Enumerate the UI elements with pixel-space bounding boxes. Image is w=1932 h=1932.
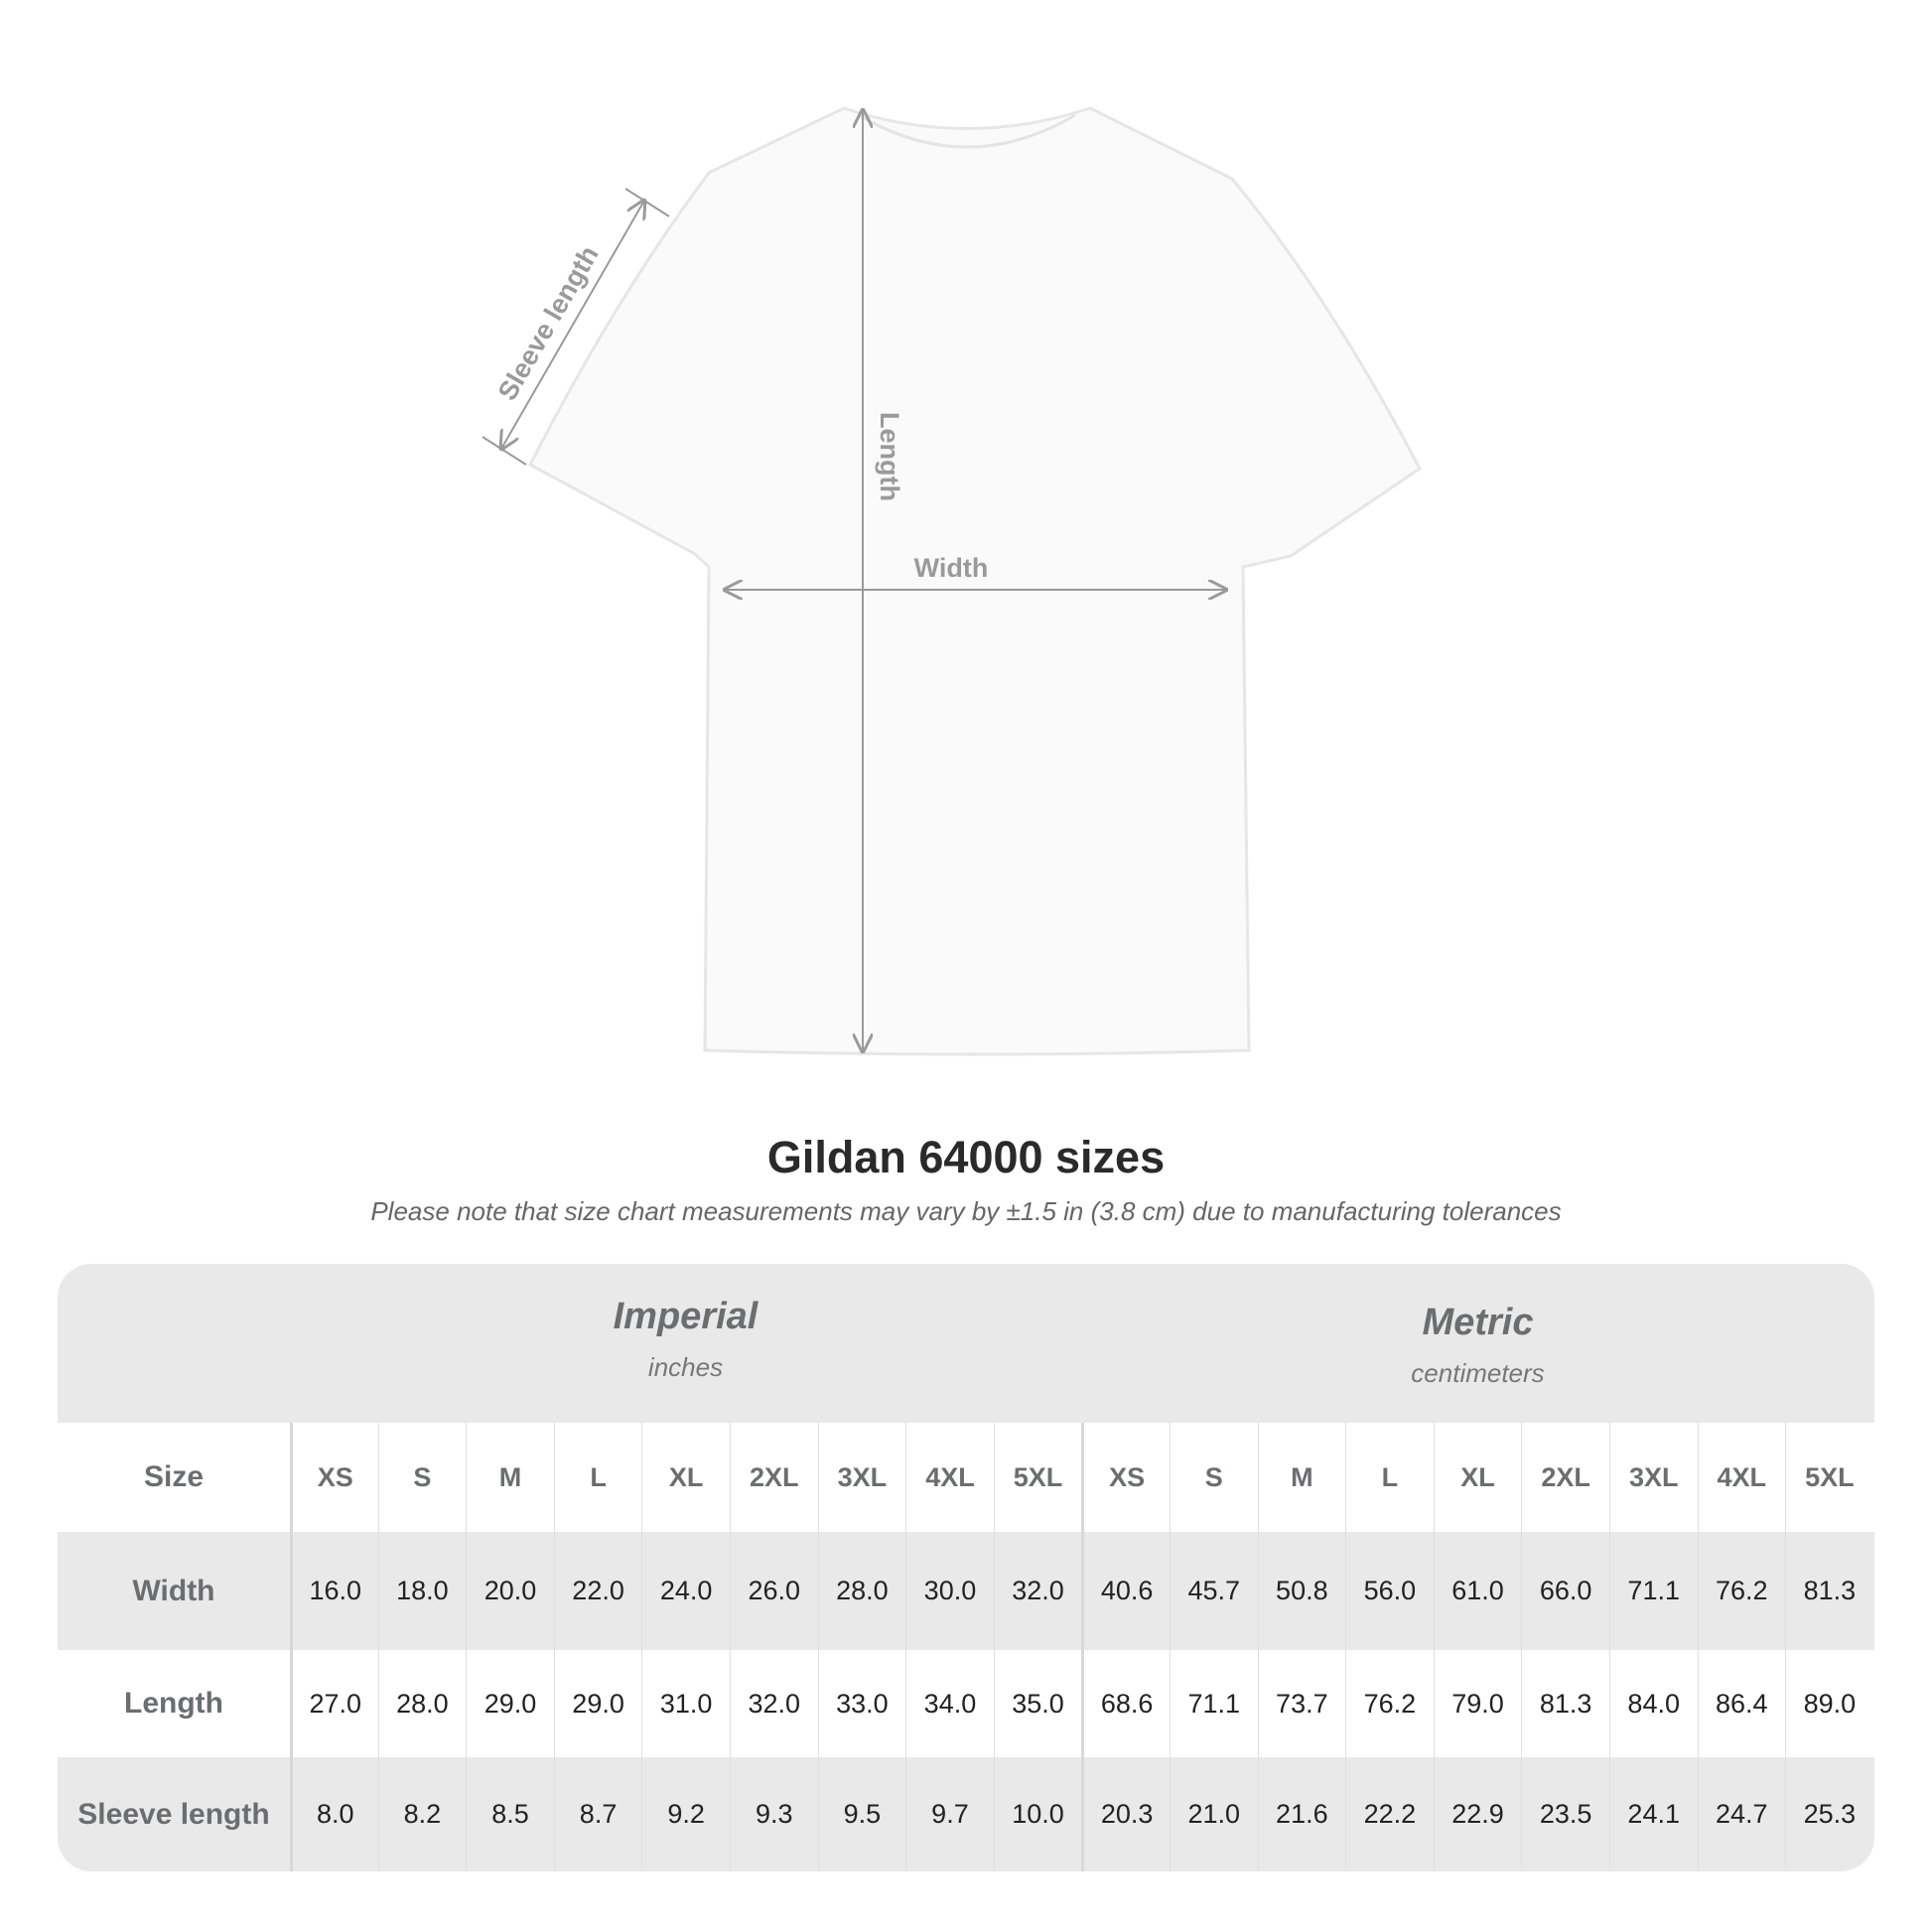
cell-metric: 21.6 (1257, 1757, 1346, 1871)
size-header-metric: 4XL (1697, 1423, 1786, 1532)
row-label: Width (132, 1574, 215, 1607)
size-header-imperial: L (553, 1423, 642, 1532)
cell-imperial: 35.0 (993, 1650, 1082, 1757)
size-header-imperial: XL (641, 1423, 730, 1532)
cell-metric: 79.0 (1433, 1650, 1522, 1757)
cell-metric: 40.6 (1081, 1532, 1170, 1650)
size-header-imperial: 3XL (817, 1423, 906, 1532)
cell-metric: 81.3 (1785, 1532, 1873, 1650)
cell-imperial: 9.3 (729, 1757, 818, 1871)
size-header-metric: XS (1081, 1423, 1170, 1532)
cell-metric: 71.1 (1608, 1532, 1698, 1650)
cell-metric: 61.0 (1433, 1532, 1522, 1650)
cell-imperial: 8.2 (377, 1757, 467, 1871)
cell-metric: 81.3 (1521, 1650, 1609, 1757)
table-row: Width 16.0 18.0 20.0 22.0 24.0 26.0 28.0 30.0 32.… (58, 1532, 1874, 1650)
cell-imperial: 30.0 (905, 1532, 994, 1650)
cell-metric: 50.8 (1257, 1532, 1346, 1650)
cell-imperial: 28.0 (377, 1650, 467, 1757)
cell-metric: 68.6 (1081, 1650, 1170, 1757)
cell-metric: 21.0 (1169, 1757, 1258, 1871)
cell-metric: 24.7 (1697, 1757, 1786, 1871)
cell-imperial: 27.0 (290, 1650, 378, 1757)
size-header-metric: 5XL (1785, 1423, 1873, 1532)
size-header-imperial: 4XL (905, 1423, 994, 1532)
table-header-band (58, 1264, 1874, 1423)
cell-metric: 76.2 (1345, 1650, 1434, 1757)
size-header-metric: 2XL (1521, 1423, 1609, 1532)
size-header-imperial: 2XL (729, 1423, 818, 1532)
cell-imperial: 32.0 (729, 1650, 818, 1757)
cell-metric: 71.1 (1169, 1650, 1258, 1757)
cell-imperial: 31.0 (641, 1650, 730, 1757)
cell-metric: 24.1 (1608, 1757, 1698, 1871)
cell-imperial: 24.0 (641, 1532, 730, 1650)
cell-metric: 23.5 (1521, 1757, 1609, 1871)
size-header-imperial: M (466, 1423, 554, 1532)
cell-imperial: 16.0 (290, 1532, 378, 1650)
cell-imperial: 9.2 (641, 1757, 730, 1871)
tshirt-diagram: Length Width Sleeve length (482, 106, 1422, 1056)
table-row: Sleeve length 8.0 8.2 8.5 8.7 9.2 9.3 9.5 9.7 10.… (58, 1757, 1874, 1871)
size-header-metric: L (1345, 1423, 1434, 1532)
size-header-metric: 3XL (1608, 1423, 1698, 1532)
cell-imperial: 22.0 (553, 1532, 642, 1650)
cell-metric: 20.3 (1081, 1757, 1170, 1871)
row-label: Size (143, 1460, 205, 1493)
sleeve-arrow (501, 201, 644, 449)
cell-metric: 84.0 (1608, 1650, 1698, 1757)
cell-metric: 22.9 (1433, 1757, 1522, 1871)
size-header-metric: S (1169, 1423, 1258, 1532)
cell-imperial: 29.0 (466, 1650, 554, 1757)
cell-imperial: 9.7 (905, 1757, 994, 1871)
cell-imperial: 8.0 (290, 1757, 378, 1871)
size-header-imperial: S (377, 1423, 467, 1532)
cell-metric: 45.7 (1169, 1532, 1258, 1650)
size-header-metric: M (1257, 1423, 1346, 1532)
size-header-imperial: XS (290, 1423, 378, 1532)
width-label: Width (914, 553, 989, 583)
table-row: Size XS S M L XL 2XL 3XL 4XL 5XL XS S M L XL 2XL 3XL 4XL 5… (58, 1423, 1874, 1532)
cell-metric: 86.4 (1697, 1650, 1786, 1757)
cell-metric: 66.0 (1521, 1532, 1609, 1650)
cell-metric: 73.7 (1257, 1650, 1346, 1757)
metric-header: Metric centimeters (1411, 1302, 1545, 1388)
cell-imperial: 8.5 (466, 1757, 554, 1871)
cell-metric: 89.0 (1785, 1650, 1873, 1757)
cell-imperial: 33.0 (817, 1650, 906, 1757)
cell-imperial: 20.0 (466, 1532, 554, 1650)
cell-imperial: 9.5 (817, 1757, 906, 1871)
row-label: Sleeve length (77, 1797, 270, 1831)
cell-imperial: 28.0 (817, 1532, 906, 1650)
cell-imperial: 10.0 (993, 1757, 1082, 1871)
size-table: Imperial inches Metric centimeters Size X… (58, 1264, 1874, 1871)
cell-imperial: 18.0 (377, 1532, 467, 1650)
chart-title: Gildan 64000 sizes (766, 1132, 1166, 1182)
cell-imperial: 8.7 (553, 1757, 642, 1871)
cell-imperial: 34.0 (905, 1650, 994, 1757)
size-header-imperial: 5XL (993, 1423, 1082, 1532)
cell-metric: 76.2 (1697, 1532, 1786, 1650)
cell-imperial: 32.0 (993, 1532, 1082, 1650)
tolerance-note: Please note that size chart measurements… (370, 1196, 1562, 1226)
cell-metric: 56.0 (1345, 1532, 1434, 1650)
size-header-metric: XL (1433, 1423, 1522, 1532)
row-label: Length (124, 1687, 223, 1720)
cell-imperial: 26.0 (729, 1532, 818, 1650)
cell-imperial: 29.0 (553, 1650, 642, 1757)
length-label: Length (875, 412, 904, 501)
cell-metric: 22.2 (1345, 1757, 1434, 1871)
cell-metric: 25.3 (1785, 1757, 1873, 1871)
imperial-header: Imperial inches (613, 1296, 759, 1382)
table-row: Length 27.0 28.0 29.0 29.0 31.0 32.0 33.0 34.0 35… (58, 1650, 1874, 1757)
